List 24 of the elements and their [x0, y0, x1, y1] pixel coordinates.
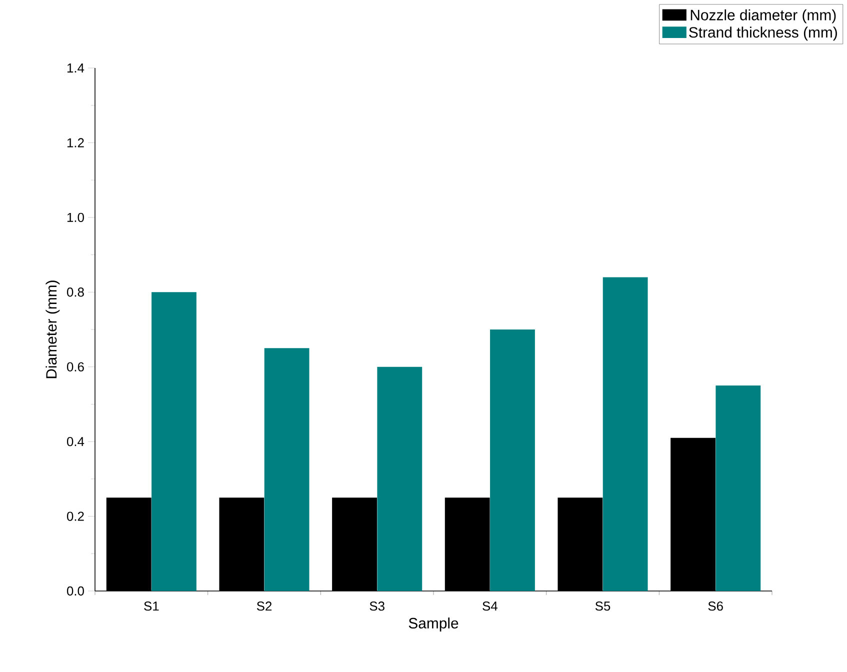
- bar: [377, 366, 422, 591]
- y-tick-label: 0.0: [66, 586, 84, 596]
- bar: [716, 386, 761, 591]
- y-tick-label: 1.2: [67, 138, 84, 148]
- x-tick-label: S4: [482, 602, 498, 611]
- y-axis-title: Diameter (mm): [46, 280, 60, 378]
- x-tick-label: S5: [595, 602, 610, 611]
- x-tick-label: S1: [144, 602, 159, 611]
- bar: [264, 348, 310, 591]
- x-axis-title: Sample: [408, 618, 458, 632]
- bar: [152, 292, 196, 591]
- x-tick-label: S3: [370, 602, 384, 611]
- y-tick-label: 0.4: [66, 436, 84, 446]
- legend-label: Strand thickness (mm): [689, 26, 837, 41]
- y-tick-label: 0.6: [66, 362, 84, 372]
- bar: [490, 329, 535, 591]
- bar: [602, 277, 648, 591]
- y-tick-label: 0.8: [66, 288, 84, 297]
- y-tick-label: 1.4: [67, 64, 84, 72]
- x-tick-label: S6: [708, 602, 723, 611]
- y-tick-label: 1.0: [67, 212, 84, 222]
- x-tick-label: S2: [256, 602, 272, 611]
- legend-label: Nozzle diameter (mm): [690, 9, 836, 24]
- y-tick-label: 0.2: [66, 512, 84, 521]
